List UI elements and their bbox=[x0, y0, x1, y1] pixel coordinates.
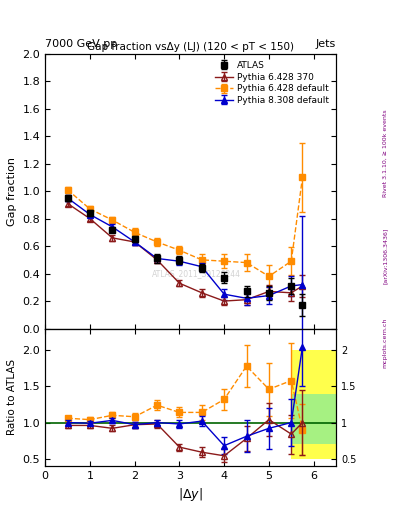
Text: ATLAS_2011_S9126244: ATLAS_2011_S9126244 bbox=[152, 269, 241, 278]
Legend: ATLAS, Pythia 6.428 370, Pythia 6.428 default, Pythia 8.308 default: ATLAS, Pythia 6.428 370, Pythia 6.428 de… bbox=[213, 58, 332, 108]
Y-axis label: Gap fraction: Gap fraction bbox=[7, 157, 17, 226]
Text: Rivet 3.1.10, ≥ 100k events: Rivet 3.1.10, ≥ 100k events bbox=[383, 110, 387, 198]
Bar bbox=[291, 394, 336, 444]
Text: [arXiv:1306.3436]: [arXiv:1306.3436] bbox=[383, 228, 387, 284]
Text: 7000 GeV pp: 7000 GeV pp bbox=[45, 38, 118, 49]
X-axis label: $|\Delta y|$: $|\Delta y|$ bbox=[178, 486, 203, 503]
Title: Gap fraction vsΔy (LJ) (120 < pT < 150): Gap fraction vsΔy (LJ) (120 < pT < 150) bbox=[87, 41, 294, 52]
Text: mcplots.cern.ch: mcplots.cern.ch bbox=[383, 318, 387, 368]
Bar bbox=[291, 350, 336, 459]
Text: Jets: Jets bbox=[316, 38, 336, 49]
Y-axis label: Ratio to ATLAS: Ratio to ATLAS bbox=[7, 359, 17, 435]
